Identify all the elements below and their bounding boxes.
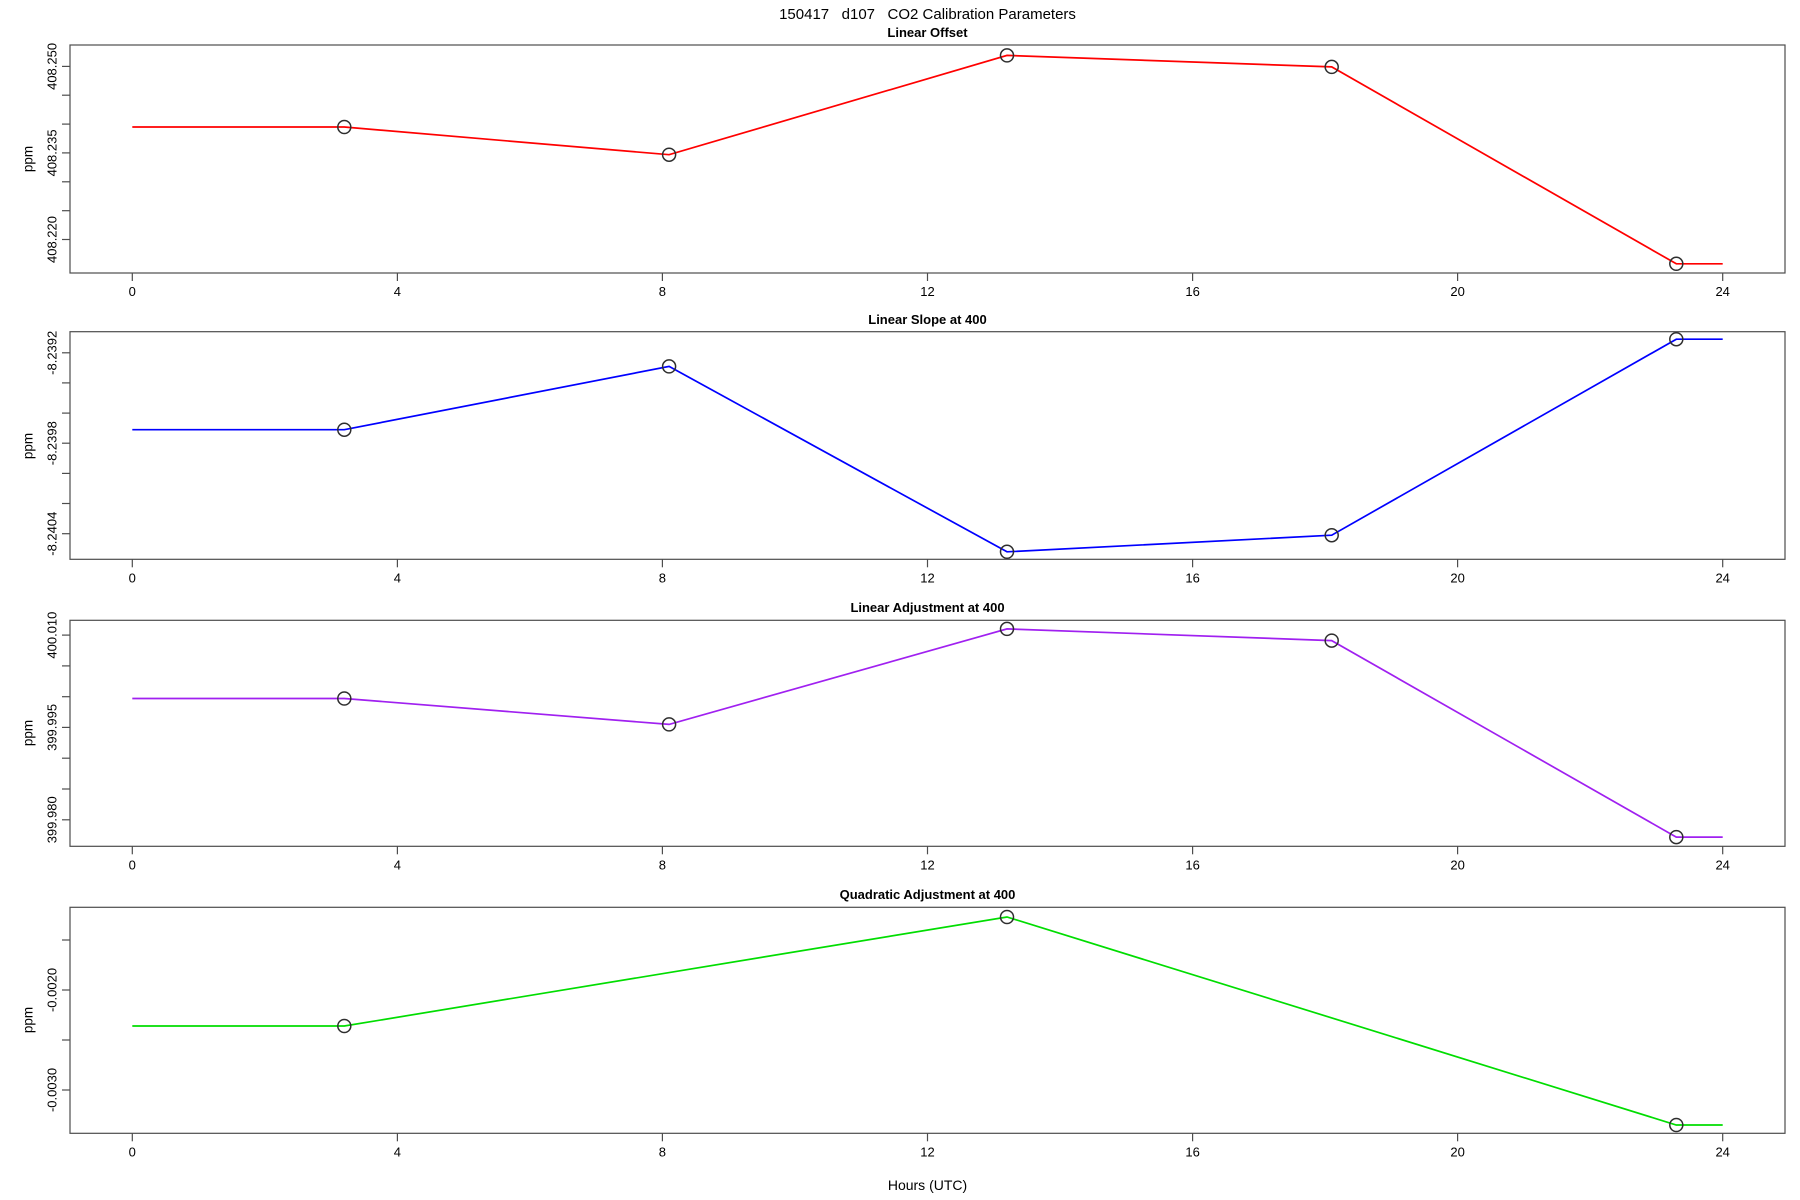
x-tick-label: 12 — [920, 570, 934, 585]
x-tick-label: 16 — [1185, 284, 1199, 299]
x-tick-label: 24 — [1715, 284, 1729, 299]
x-tick-label: 20 — [1450, 857, 1464, 872]
x-tick-label: 12 — [920, 284, 934, 299]
y-tick-label: 408.250 — [45, 43, 60, 90]
data-line-quadratic-adjustment-at-400 — [132, 916, 1723, 1126]
y-tick-label: -0.0030 — [45, 1068, 60, 1112]
x-tick-label: 20 — [1450, 1144, 1464, 1159]
data-point-marker — [1669, 331, 1684, 347]
y-tick-label: 399.980 — [45, 796, 60, 843]
x-tick-label: 4 — [394, 284, 401, 299]
x-tick-label: 4 — [394, 857, 401, 872]
panel-linear-adjustment-at-400: 399.980 399.995 400.010 0 4 8 12 16 20 24 — [45, 612, 1786, 872]
y-tick-label: -8.2398 — [45, 421, 60, 465]
x-tick-label: 24 — [1715, 1144, 1729, 1159]
data-point-marker — [337, 422, 352, 437]
x-tick-label: 16 — [1185, 1144, 1199, 1159]
x-axis-label: Hours (UTC) — [887, 1177, 968, 1193]
x-tick-label: 20 — [1450, 570, 1464, 585]
x-tick-label: 8 — [659, 1144, 666, 1159]
y-tick-label: -0.0020 — [45, 968, 60, 1012]
data-point-marker — [337, 1018, 352, 1034]
data-point-marker — [1324, 527, 1339, 543]
data-point-marker — [337, 119, 352, 135]
data-point-marker — [1669, 1117, 1684, 1133]
y-tick-label: 408.220 — [45, 216, 60, 263]
data-point-marker — [661, 359, 677, 374]
y-tick-label: -8.2392 — [45, 331, 60, 375]
panel-title-linear-offset: Linear Offset — [887, 25, 968, 40]
x-tick-label: 24 — [1715, 857, 1729, 872]
data-point-marker — [337, 691, 352, 706]
x-tick-label: 4 — [394, 1144, 401, 1159]
y-tick-label: -8.2404 — [45, 512, 60, 556]
x-tick-label: 0 — [129, 1144, 136, 1159]
data-point-marker — [1669, 256, 1684, 272]
x-tick-label: 8 — [659, 857, 666, 872]
x-tick-label: 0 — [129, 570, 136, 585]
x-tick-label: 0 — [129, 284, 136, 299]
data-point-marker — [1669, 829, 1684, 845]
x-tick-label: 4 — [394, 570, 401, 585]
x-tick-label: 20 — [1450, 284, 1464, 299]
panel-box — [69, 619, 1786, 847]
data-point-marker — [999, 909, 1015, 925]
x-tick-label: 8 — [659, 284, 666, 299]
panel-title-quadratic-adjustment-at-400: Quadratic Adjustment at 400 — [839, 887, 1016, 902]
y-tick-label: 408.235 — [45, 129, 60, 176]
figure-title: 150417 d107 CO2 Calibration Parameters — [779, 6, 1076, 23]
data-point-marker — [999, 48, 1015, 63]
y-tick-label: 399.995 — [45, 704, 60, 751]
panel-linear-offset: 408.220 408.235 408.250 0 4 8 12 16 20 24 — [45, 43, 1786, 299]
panel-box — [69, 906, 1786, 1134]
x-tick-label: 12 — [920, 857, 934, 872]
y-tick-label: 400.010 — [45, 612, 60, 659]
data-line-linear-adjustment-at-400 — [132, 628, 1723, 838]
data-point-marker — [661, 147, 677, 162]
panel-quadratic-adjustment-at-400: -0.0030 -0.0020 0 4 8 12 16 20 24 — [45, 906, 1786, 1159]
data-point-marker — [661, 717, 677, 732]
data-point-marker — [999, 621, 1015, 637]
x-tick-label: 24 — [1715, 570, 1729, 585]
panel-box — [69, 331, 1786, 560]
x-tick-label: 8 — [659, 570, 666, 585]
panel-title-linear-slope-at-400: Linear Slope at 400 — [868, 312, 987, 327]
data-line-linear-offset — [132, 54, 1723, 265]
x-tick-label: 0 — [129, 857, 136, 872]
x-tick-label: 12 — [920, 1144, 934, 1159]
x-tick-label: 16 — [1185, 570, 1199, 585]
x-tick-label: 16 — [1185, 857, 1199, 872]
data-line-linear-slope-at-400 — [132, 338, 1723, 553]
panel-title-linear-adjustment-at-400: Linear Adjustment at 400 — [850, 600, 1005, 615]
data-point-marker — [1324, 59, 1339, 75]
data-point-marker — [999, 544, 1015, 560]
panel-linear-slope-at-400: -8.2404 -8.2398 -8.2392 0 4 8 12 16 20 24 — [45, 331, 1786, 585]
data-point-marker — [1324, 633, 1339, 648]
